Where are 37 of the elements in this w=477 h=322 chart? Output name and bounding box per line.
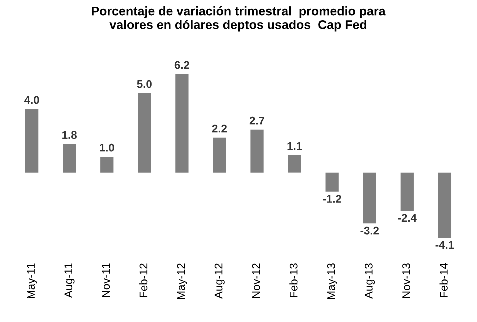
x-tick-label: Nov-12 — [252, 264, 260, 298]
x-tick-label: Feb-14 — [440, 263, 448, 298]
x-tick-label: Feb-13 — [290, 264, 298, 298]
data-label: -1.2 — [323, 195, 342, 203]
bar — [25, 109, 39, 173]
x-tick-label: Aug-12 — [214, 264, 225, 299]
bar — [363, 172, 376, 224]
x-tick-label: Aug-11 — [64, 264, 75, 298]
data-label: 4.0 — [24, 96, 40, 104]
chart-title: Porcentaje de variación trimestral promedio para valores en dólares deptos usados Cap Fed — [92, 6, 386, 32]
bar — [213, 138, 226, 173]
bar — [176, 74, 189, 173]
x-tick-label: May-13 — [327, 264, 338, 300]
data-label: 1.8 — [62, 131, 77, 140]
bar — [250, 130, 264, 173]
data-label: 6.2 — [174, 61, 190, 70]
data-label: -4.1 — [436, 241, 454, 249]
data-label: 1.0 — [100, 144, 114, 152]
x-tick-label: May-12 — [177, 264, 188, 300]
data-label: 2.7 — [250, 116, 264, 125]
x-tick-label: Nov-11 — [102, 264, 110, 298]
bar — [100, 156, 114, 173]
bar — [138, 93, 152, 173]
x-tick-label: May-11 — [27, 264, 38, 298]
data-label: 2.2 — [212, 124, 228, 133]
x-tick-label: Feb-12 — [139, 264, 148, 298]
bar — [400, 172, 414, 211]
x-tick-label: Aug-13 — [364, 264, 376, 299]
data-label: -2.4 — [398, 214, 417, 222]
bar — [326, 172, 339, 192]
bar — [288, 155, 302, 173]
bar — [63, 144, 76, 173]
data-label: -3.2 — [360, 226, 379, 235]
data-label: 5.0 — [137, 80, 152, 88]
data-label: 1.1 — [288, 142, 302, 150]
bar — [438, 172, 452, 238]
x-tick-label: Nov-13 — [402, 264, 410, 298]
